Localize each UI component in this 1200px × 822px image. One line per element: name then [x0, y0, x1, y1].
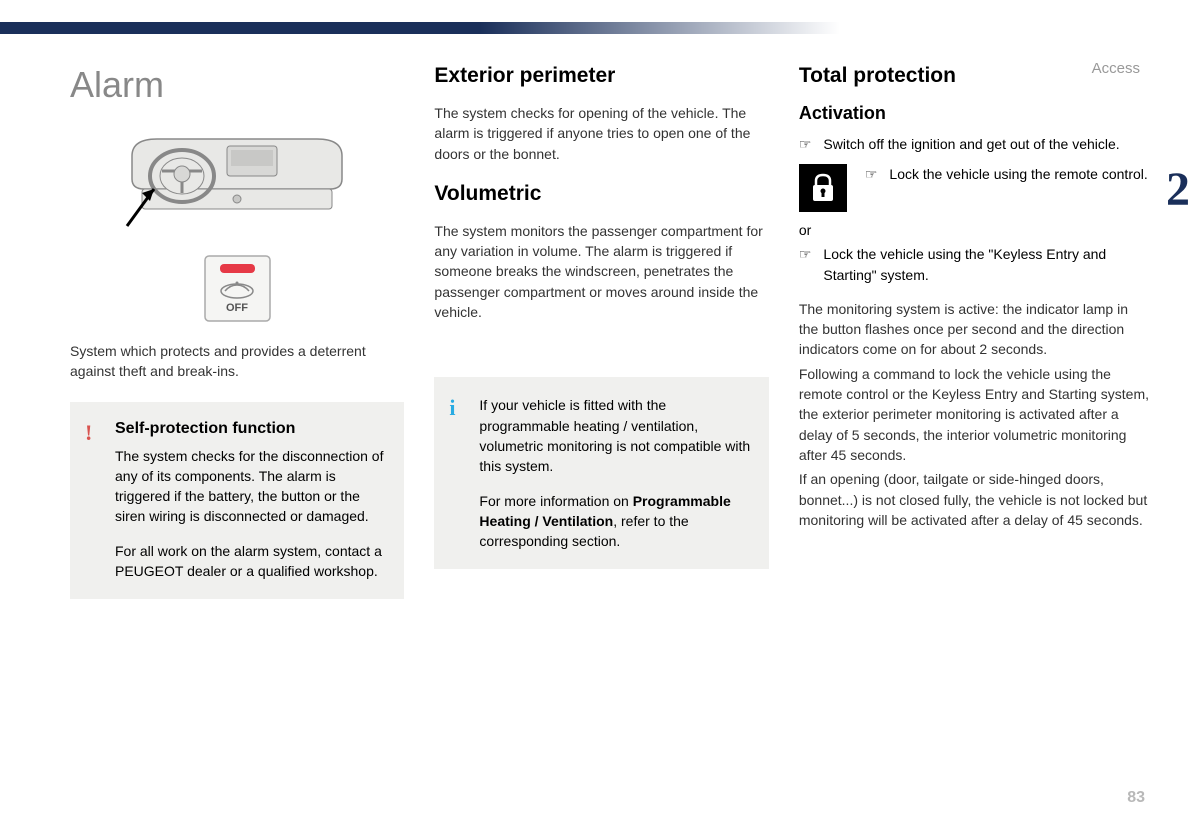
- column-total-protection: Total protection Activation ☞ Switch off…: [799, 64, 1150, 599]
- monitoring-active-text: The monitoring system is active: the ind…: [799, 299, 1150, 360]
- pointer-icon: ☞: [799, 134, 812, 154]
- lock-icon: [799, 164, 847, 212]
- volumetric-heading: Volumetric: [434, 182, 768, 206]
- volumetric-info-box: i If your vehicle is fitted with the pro…: [434, 377, 768, 569]
- opening-not-closed-text: If an opening (door, tailgate or side-hi…: [799, 469, 1150, 530]
- category-label: Access: [1092, 60, 1140, 77]
- top-gradient-bar: [0, 22, 1200, 34]
- column-perimeter-volumetric: Exterior perimeter The system checks for…: [434, 64, 768, 599]
- activation-step-1: ☞ Switch off the ignition and get out of…: [799, 134, 1150, 154]
- info-box-text-1: If your vehicle is fitted with the progr…: [479, 395, 750, 476]
- lock-instruction-row: ☞ Lock the vehicle using the remote cont…: [799, 164, 1150, 212]
- self-protection-heading: Self-protection function: [115, 420, 386, 438]
- exterior-perimeter-text: The system checks for opening of the veh…: [434, 103, 768, 164]
- activation-step-3: ☞ Lock the vehicle using the "Keyless En…: [799, 244, 1150, 285]
- content-columns: Alarm OFF System which protects: [0, 34, 1200, 619]
- exterior-perimeter-heading: Exterior perimeter: [434, 64, 768, 88]
- alarm-intro-text: System which protects and provides a det…: [70, 341, 404, 382]
- info-box-text-2: For more information on Programmable Hea…: [479, 491, 750, 552]
- dashboard-illustration: [112, 121, 362, 241]
- off-button-illustration: OFF: [200, 251, 275, 326]
- self-protection-warning-box: ! Self-protection function The system ch…: [70, 402, 404, 600]
- page-number: 83: [1127, 789, 1145, 807]
- volumetric-text: The system monitors the passenger compar…: [434, 221, 768, 322]
- chapter-number-tab: 2: [1166, 162, 1190, 217]
- self-protection-text-1: The system checks for the disconnection …: [115, 446, 386, 527]
- pointer-icon: ☞: [799, 244, 812, 264]
- column-alarm: Alarm OFF System which protects: [70, 64, 404, 599]
- svg-text:OFF: OFF: [226, 302, 248, 314]
- activation-subheading: Activation: [799, 103, 1150, 124]
- page-title: Alarm: [70, 64, 404, 106]
- or-separator: or: [799, 222, 1150, 238]
- activation-step-2: Lock the vehicle using the remote contro…: [889, 164, 1147, 184]
- pointer-icon: ☞: [865, 164, 878, 184]
- warning-icon: !: [85, 420, 92, 446]
- monitoring-delay-text: Following a command to lock the vehicle …: [799, 364, 1150, 465]
- self-protection-text-2: For all work on the alarm system, contac…: [115, 541, 386, 582]
- info-icon: i: [449, 395, 455, 421]
